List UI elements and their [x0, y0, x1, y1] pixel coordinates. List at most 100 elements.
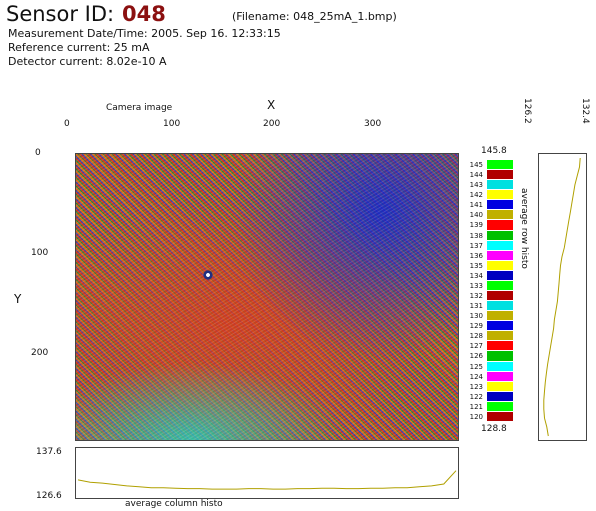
colorbar-swatch: [487, 170, 513, 180]
colorbar-level-label: 128: [469, 332, 483, 341]
colorbar-level: 137: [455, 240, 545, 251]
row-histo-max-label: 132.4: [580, 98, 590, 124]
colorbar-swatch: [487, 351, 513, 361]
colorbar-level-label: 136: [469, 251, 483, 260]
colorbar-swatch: [487, 391, 513, 401]
colorbar-swatch: [487, 401, 513, 411]
row-histogram-svg: [543, 157, 581, 437]
colorbar-level-label: 141: [469, 201, 483, 210]
colorbar-level: 130: [455, 311, 545, 321]
colorbar-swatch: [487, 291, 513, 301]
colorbar-level: 135: [455, 260, 545, 271]
colorbar-level-label: 135: [469, 261, 483, 270]
colorbar-level-label: 120: [469, 412, 483, 421]
colorbar-swatch: [487, 190, 513, 200]
colorbar-level-label: 123: [469, 382, 483, 391]
row-histogram: [538, 153, 587, 441]
colorbar-level: 131: [455, 301, 545, 311]
colorbar-swatch: [487, 240, 513, 250]
colorbar-level-label: 126: [469, 352, 483, 361]
colorbar-level-label: 137: [469, 241, 483, 250]
colorbar-level-label: 121: [469, 402, 483, 411]
colorbar-swatch: [487, 160, 513, 170]
colorbar-level: 126: [455, 351, 545, 361]
colorbar-max-label: 145.8: [481, 146, 507, 156]
col-histo-max-label: 137.6: [36, 447, 62, 457]
colorbar-level-label: 132: [469, 292, 483, 300]
colorbar-level: 132: [455, 291, 545, 301]
colorbar-level: 142: [455, 190, 545, 200]
col-histo-trace: [77, 470, 457, 490]
camera-image: [75, 153, 459, 441]
colorbar-level: 120: [455, 411, 545, 422]
colorbar-swatch: [487, 270, 513, 280]
filename-text: (Filename: 048_25mA_1.bmp): [232, 10, 397, 23]
colorbar-level: 133: [455, 280, 545, 291]
colorbar-level-label: 139: [469, 221, 483, 230]
column-histogram-svg: [77, 470, 457, 490]
colorbar-level-label: 138: [469, 231, 483, 240]
colorbar-swatch: [487, 381, 513, 391]
sensor-id-value: 048: [122, 2, 166, 26]
camera-image-title: Camera image: [106, 103, 173, 113]
colorbar-swatch: [487, 260, 513, 270]
colorbar-swatch: [487, 371, 513, 381]
col-histo-label: average column histo: [125, 499, 223, 509]
colorbar-level-label: 143: [469, 181, 483, 190]
colorbar-swatch: [487, 301, 513, 311]
colorbar-level-label: 133: [469, 281, 483, 290]
y-tick: 100: [31, 248, 49, 258]
colorbar-level-label: 134: [469, 271, 483, 280]
sensor-id-label: Sensor ID:: [6, 2, 115, 26]
detector-current: Detector current: 8.02e-10 A: [8, 55, 167, 68]
colorbar-level: 144: [455, 170, 545, 180]
colorbar-level: 136: [455, 250, 545, 261]
colorbar-level-label: 130: [469, 312, 483, 321]
x-tick: 200: [263, 119, 281, 129]
colorbar-swatch: [487, 331, 513, 341]
colorbar-level-label: 142: [469, 191, 483, 200]
colorbar-level: 139: [455, 220, 545, 230]
colorbar-level: 145: [455, 160, 545, 170]
colorbar-level: 141: [455, 200, 545, 210]
colorbar-level: 129: [455, 321, 545, 331]
colorbar-level-label: 145: [469, 161, 483, 169]
y-tick: 200: [31, 348, 49, 358]
row-histo-label: average row histo: [519, 188, 529, 269]
colorbar-level-label: 124: [469, 372, 483, 381]
colorbar-level-label: 129: [469, 322, 483, 331]
colorbar-min-label: 128.8: [481, 424, 507, 434]
colorbar-level: 124: [455, 371, 545, 382]
colorbar-level: 127: [455, 341, 545, 351]
x-tick: 300: [364, 119, 382, 129]
x-tick: 100: [163, 119, 181, 129]
colorbar-level: 143: [455, 180, 545, 190]
image-texture: [76, 154, 458, 440]
colorbar-level: 138: [455, 230, 545, 241]
colorbar-level: 125: [455, 361, 545, 372]
colorbar-swatch: [487, 311, 513, 321]
row-histo-min-label: 126.2: [522, 98, 532, 124]
colorbar-level-label: 122: [469, 392, 483, 401]
y-axis-label: Y: [14, 292, 22, 306]
colorbar-swatch: [487, 210, 513, 220]
measurement-datetime: Measurement Date/Time: 2005. Sep 16. 12:…: [8, 27, 281, 40]
colorbar-legend: 145 144 143 142 141 140 139 138 137 136 135 134 133 1…: [455, 160, 525, 422]
colorbar-level: 121: [455, 401, 545, 412]
colorbar-swatch: [487, 230, 513, 240]
reference-current: Reference current: 25 mA: [8, 41, 150, 54]
colorbar-swatch: [487, 180, 513, 190]
colorbar-level-label: 140: [469, 211, 483, 220]
colorbar-level-label: 125: [469, 362, 483, 371]
colorbar-level: 140: [455, 210, 545, 220]
colorbar-level-label: 127: [469, 342, 483, 351]
colorbar-level-label: 144: [469, 171, 483, 180]
colorbar-swatch: [487, 200, 513, 210]
colorbar-swatch: [487, 321, 513, 331]
row-histo-trace: [543, 157, 581, 437]
colorbar-swatch: [487, 361, 513, 371]
colorbar-level: 128: [455, 331, 545, 341]
x-tick: 0: [64, 119, 70, 129]
colorbar-swatch: [487, 280, 513, 290]
colorbar-swatch: [487, 341, 513, 351]
